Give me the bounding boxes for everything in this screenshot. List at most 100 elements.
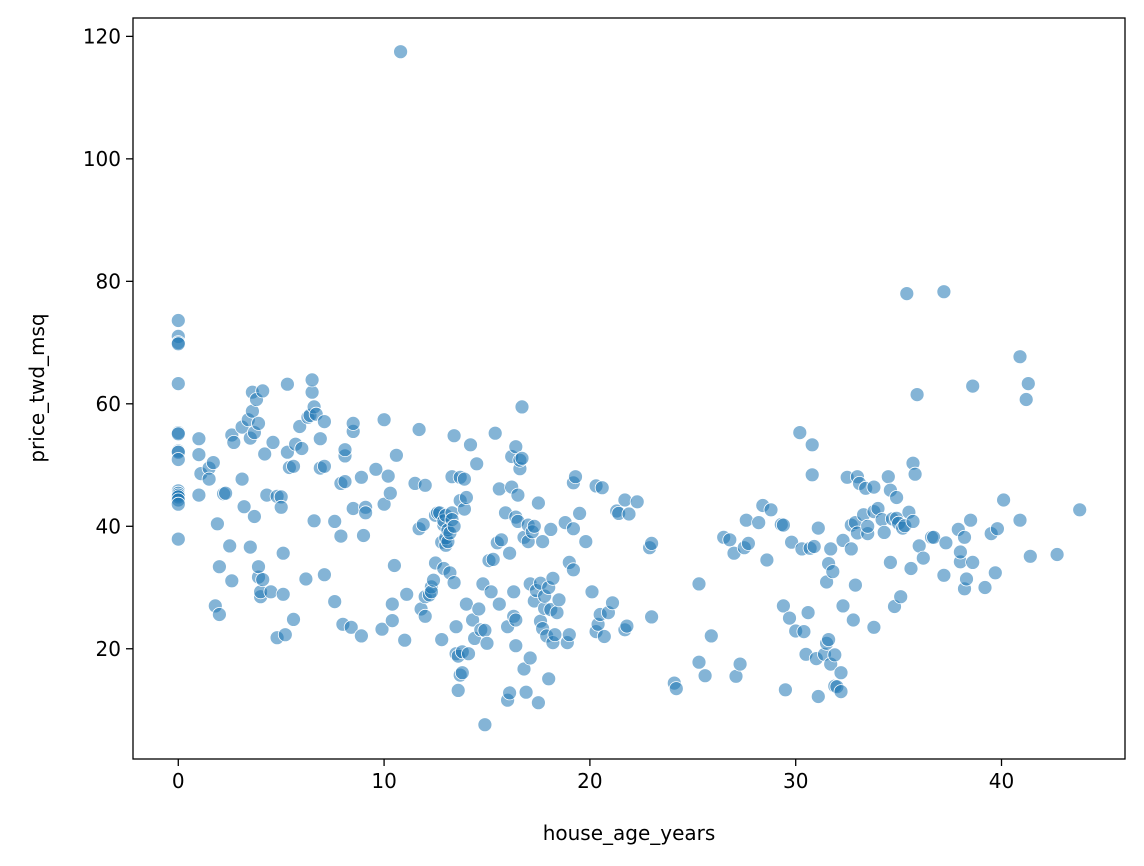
data-point [889, 490, 904, 505]
data-point [502, 685, 518, 701]
data-point [566, 521, 581, 537]
data-point [263, 584, 279, 600]
data-point [568, 469, 583, 485]
data-point [273, 499, 289, 515]
data-point [883, 555, 898, 570]
data-point [668, 681, 684, 696]
data-point [796, 624, 812, 639]
data-point [996, 492, 1011, 508]
data-point [286, 458, 301, 474]
data-point [506, 584, 522, 600]
data-point [191, 447, 207, 463]
data-point [191, 487, 207, 503]
data-point [477, 623, 493, 638]
data-point [990, 521, 1005, 537]
data-point [170, 496, 186, 512]
data-point [251, 559, 266, 575]
data-point [965, 555, 981, 570]
y-axis-label: price_twd_msq [25, 313, 49, 462]
data-point [778, 682, 793, 698]
data-point [343, 619, 359, 635]
data-point [487, 425, 503, 441]
data-point [907, 466, 923, 482]
data-point [205, 455, 221, 471]
data-point [446, 428, 462, 444]
data-point [825, 564, 841, 579]
data-point [1018, 392, 1034, 407]
data-point [963, 512, 978, 528]
data-point [415, 517, 431, 532]
data-point [458, 596, 474, 612]
data-point [782, 610, 797, 626]
plot-frame [132, 17, 1126, 760]
data-point [823, 541, 839, 557]
data-point [298, 571, 314, 587]
data-point [368, 461, 384, 477]
data-point [275, 545, 291, 561]
data-point [738, 512, 754, 528]
data-point [170, 313, 186, 328]
x-tick-label: 40 [989, 769, 1014, 793]
data-point [251, 415, 266, 431]
data-point [957, 529, 972, 545]
data-point [977, 580, 993, 595]
data-point [893, 589, 909, 605]
data-point [211, 559, 227, 575]
data-point [491, 596, 507, 612]
data-point [936, 284, 952, 300]
data-point [792, 425, 808, 441]
data-point [584, 584, 600, 600]
y-tick-label: 40 [96, 514, 121, 538]
data-point [463, 437, 478, 453]
data-point [446, 518, 462, 534]
data-point [399, 586, 415, 602]
data-point [806, 539, 822, 554]
data-point [388, 447, 404, 463]
data-point [578, 534, 594, 549]
data-point [965, 378, 981, 394]
data-point [1049, 547, 1065, 562]
data-point [691, 654, 707, 670]
data-point [450, 683, 466, 698]
data-point [209, 516, 225, 532]
data-point [393, 44, 409, 60]
data-point [843, 541, 859, 557]
data-point [644, 536, 659, 551]
data-point [483, 584, 499, 600]
x-tick-label: 30 [783, 769, 808, 793]
data-point [522, 650, 538, 666]
data-point [458, 490, 474, 505]
data-point [170, 426, 186, 442]
data-point [236, 499, 252, 515]
data-point [246, 509, 262, 524]
data-point [170, 336, 186, 352]
data-point [485, 552, 501, 567]
y-tick-label: 20 [96, 637, 121, 661]
data-point [531, 495, 546, 511]
data-point [732, 656, 748, 672]
data-point [479, 635, 495, 651]
x-axis-ticks: 0 10 20 30 40 [172, 759, 1014, 793]
data-point [543, 522, 559, 537]
data-point [382, 485, 398, 501]
data-point [376, 412, 392, 428]
data-point [337, 474, 353, 490]
data-point [596, 629, 612, 644]
data-point [619, 618, 635, 634]
data-point [531, 695, 546, 711]
data-point [386, 558, 402, 573]
data-point [926, 529, 941, 545]
data-point [821, 632, 836, 647]
data-point [545, 570, 561, 586]
y-tick-label: 80 [96, 269, 121, 293]
data-point [508, 638, 524, 654]
data-point [477, 717, 493, 733]
data-point [697, 668, 713, 684]
data-point [1020, 376, 1036, 392]
x-tick-label: 0 [172, 769, 185, 793]
scatter-points [170, 44, 1088, 733]
data-point [1072, 502, 1088, 518]
data-point [417, 608, 433, 624]
data-point [572, 506, 587, 521]
data-point [759, 552, 775, 568]
